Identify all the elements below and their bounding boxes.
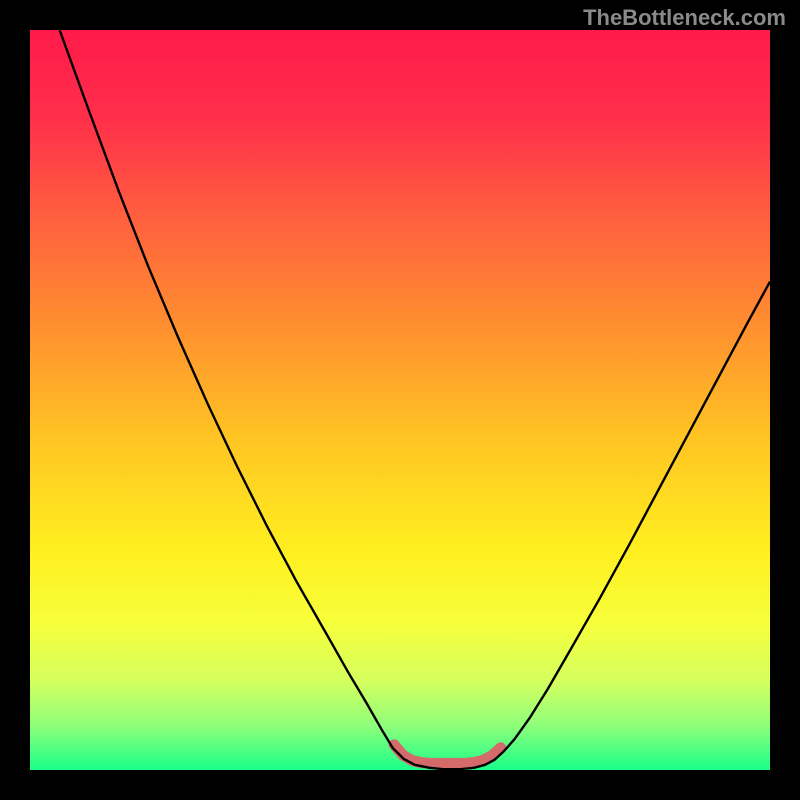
plot-area (30, 30, 770, 770)
curve-layer (30, 30, 770, 770)
watermark-text: TheBottleneck.com (583, 5, 786, 31)
main-curve (60, 30, 770, 769)
bottom-accent-curve (394, 745, 501, 764)
chart-container: TheBottleneck.com (0, 0, 800, 800)
